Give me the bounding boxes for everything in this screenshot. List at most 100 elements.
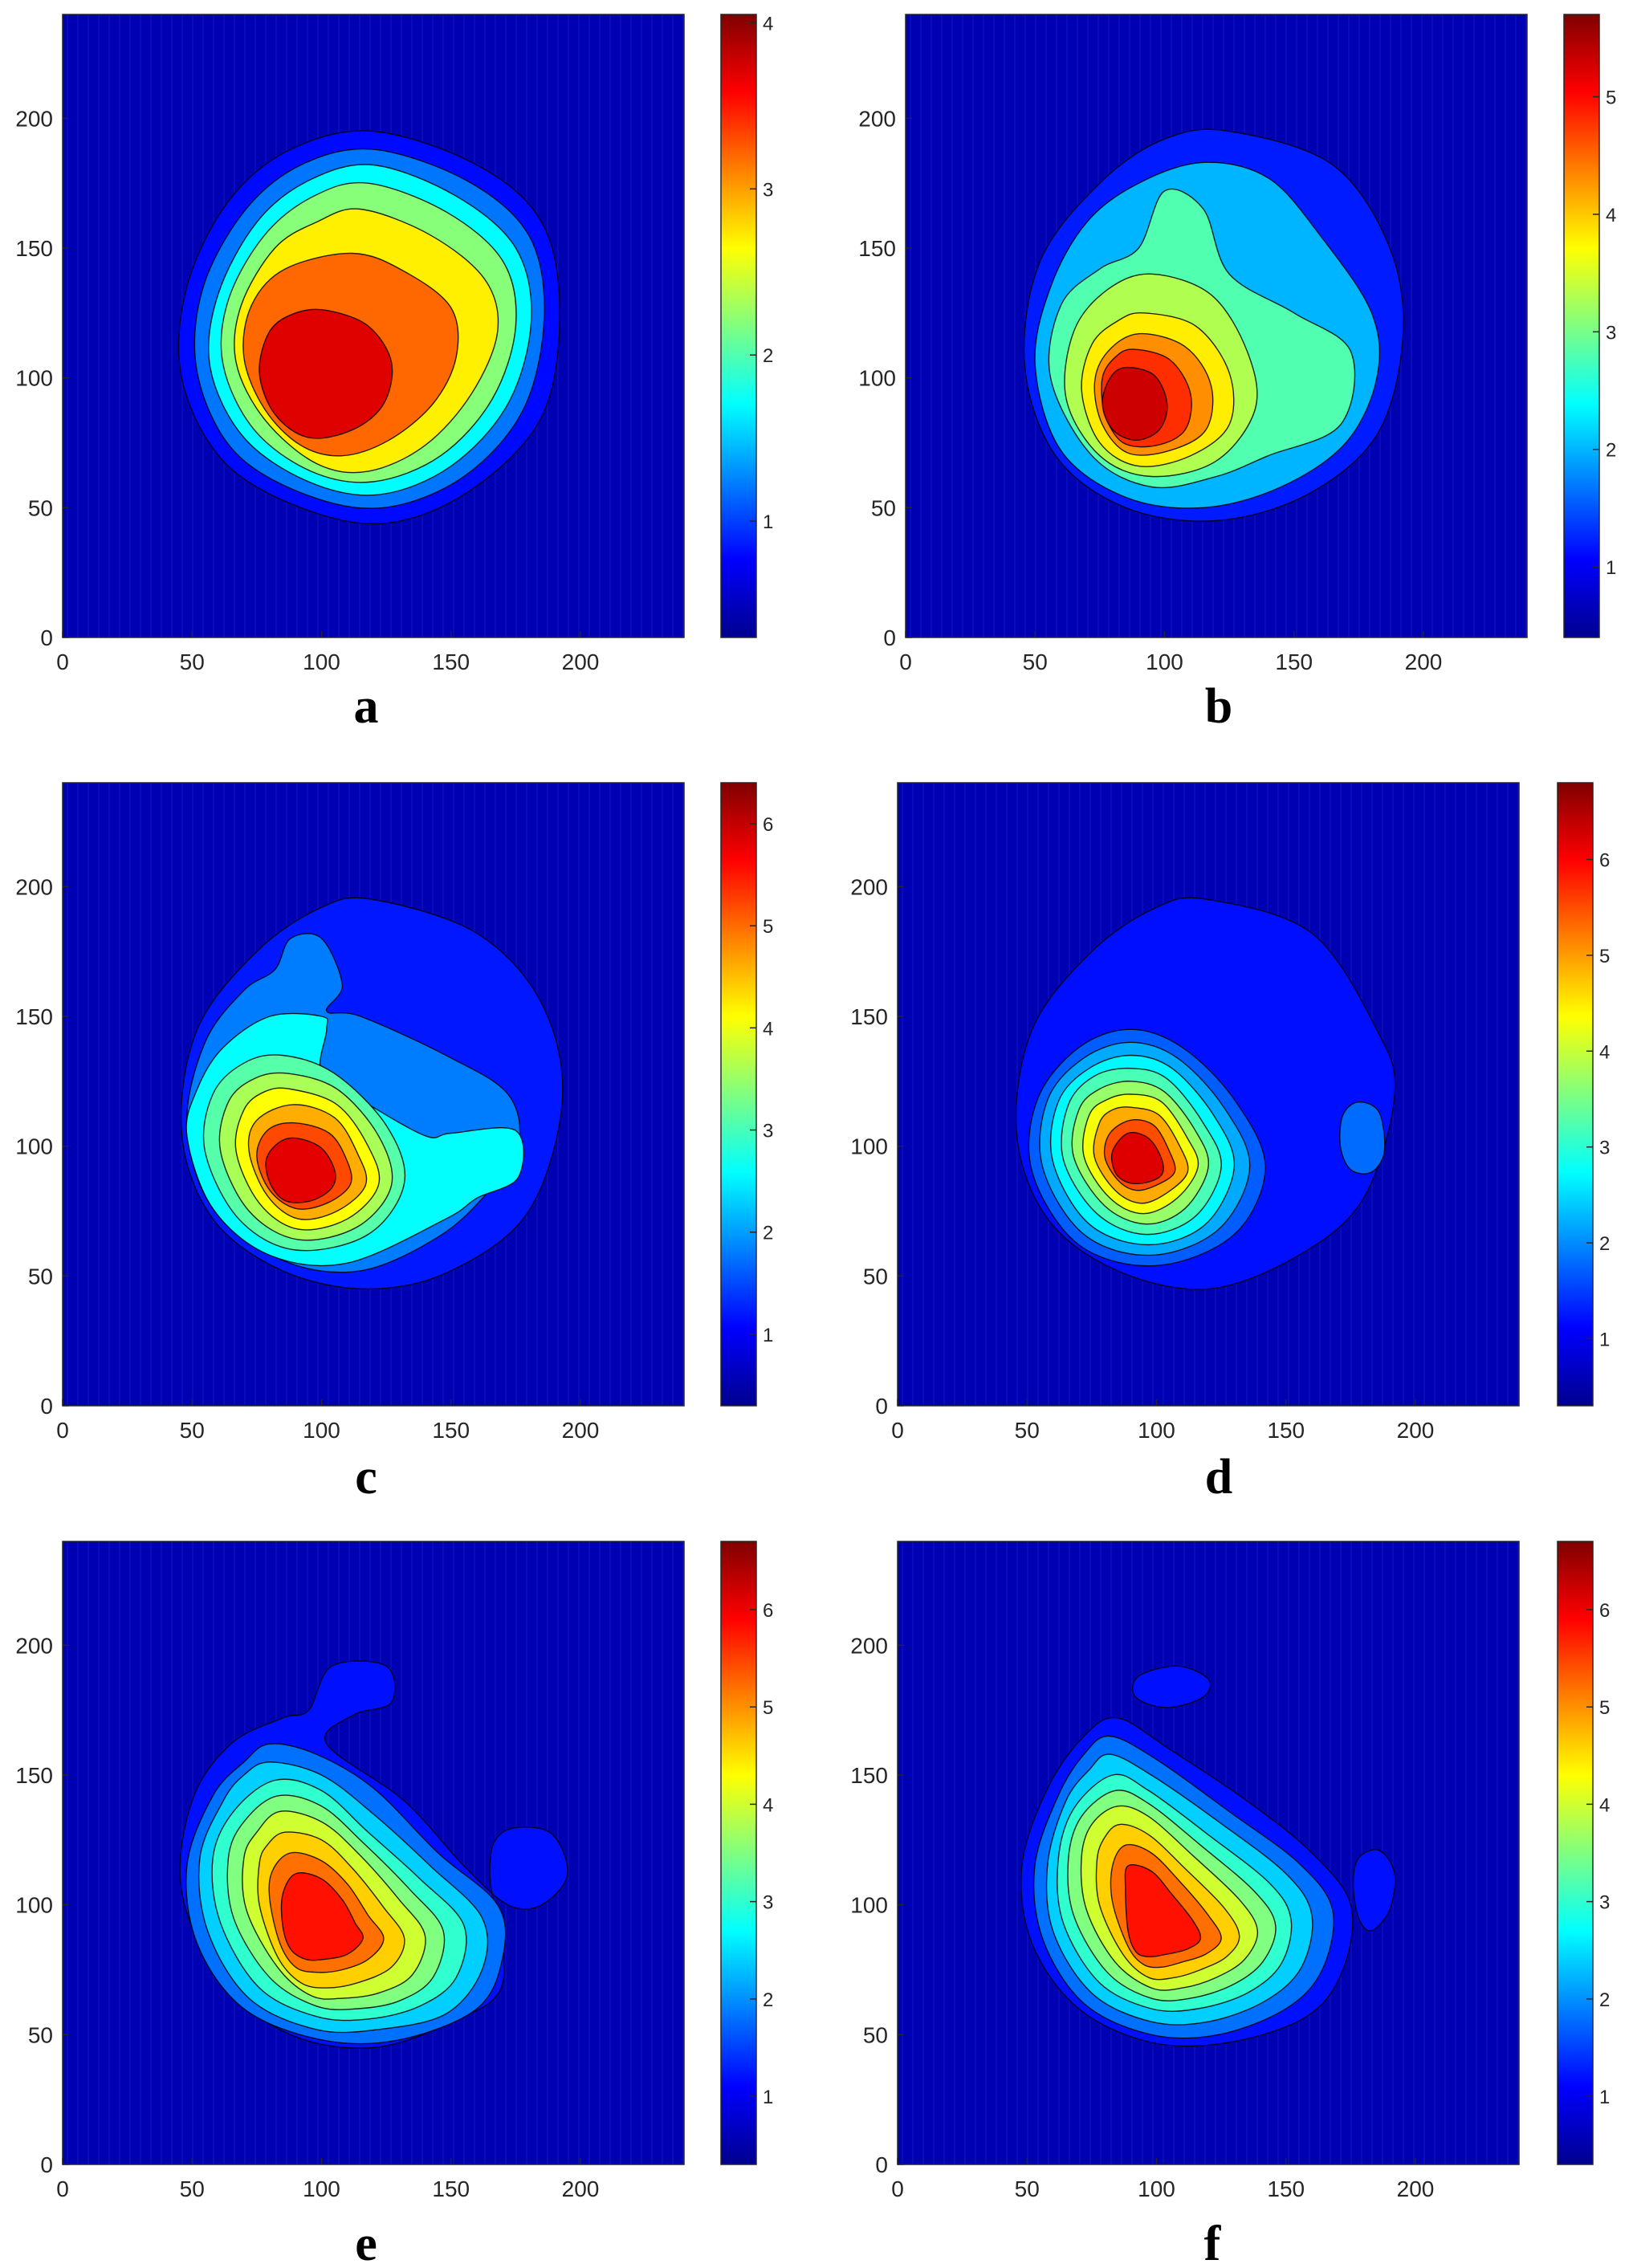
y-tick-label: 0 bbox=[40, 1394, 53, 1419]
colorbar-tick-label: 3 bbox=[763, 1121, 773, 1142]
colorbar bbox=[1557, 1541, 1594, 2165]
colorbar-tick-label: 4 bbox=[1599, 1041, 1610, 1063]
y-tick-label: 200 bbox=[15, 1633, 53, 1658]
y-tick-label: 200 bbox=[850, 1633, 888, 1658]
plot-area bbox=[63, 1541, 684, 2164]
panel-label: c bbox=[355, 1450, 377, 1505]
panel-c: 0 50 100 150 200 0 50 100 150 200 1 2 3 4 5 6 c bbox=[15, 782, 773, 1505]
x-tick-label: 0 bbox=[891, 2176, 904, 2201]
plot-area bbox=[898, 783, 1519, 1406]
colorbar-tick-label: 5 bbox=[1606, 87, 1616, 108]
y-tick-label: 150 bbox=[15, 1004, 53, 1029]
colorbar-tick-label: 1 bbox=[1599, 1329, 1610, 1350]
panel-label: d bbox=[1205, 1450, 1232, 1505]
x-tick-label: 200 bbox=[562, 2176, 600, 2201]
y-tick-label: 100 bbox=[858, 366, 896, 391]
y-tick-label: 200 bbox=[850, 874, 888, 899]
colorbar bbox=[1557, 782, 1594, 1407]
contour-level-1 bbox=[1132, 1665, 1212, 1708]
colorbar-tick-label: 1 bbox=[1606, 557, 1616, 579]
colorbar-tick-label: 3 bbox=[763, 1892, 773, 1914]
y-tick-label: 150 bbox=[850, 1763, 888, 1788]
x-tick-label: 200 bbox=[1397, 1418, 1435, 1443]
x-tick-label: 0 bbox=[891, 1418, 904, 1443]
colorbar-tick-label: 6 bbox=[763, 814, 773, 836]
x-tick-label: 150 bbox=[432, 649, 470, 674]
y-tick-label: 150 bbox=[850, 1004, 888, 1029]
x-tick-label: 0 bbox=[56, 2176, 69, 2201]
panel-f: 0 50 100 150 200 0 50 100 150 200 1 2 3 4 5 6 f bbox=[850, 1541, 1610, 2268]
x-tick-label: 150 bbox=[1275, 649, 1313, 674]
colorbar-tick-label: 3 bbox=[1599, 1138, 1610, 1159]
x-tick-label: 100 bbox=[303, 649, 340, 674]
colorbar-tick-label: 4 bbox=[763, 1018, 773, 1040]
y-tick-label: 0 bbox=[875, 1394, 888, 1419]
colorbar bbox=[1563, 14, 1600, 638]
y-tick-label: 0 bbox=[875, 2152, 888, 2177]
y-tick-label: 100 bbox=[15, 1134, 53, 1159]
y-tick-label: 50 bbox=[28, 2022, 53, 2047]
panel-d: 0 50 100 150 200 0 50 100 150 200 1 2 3 4 5 6 d bbox=[850, 782, 1610, 1505]
x-tick-label: 50 bbox=[180, 1418, 205, 1443]
x-tick-label: 0 bbox=[899, 649, 912, 674]
colorbar-tick-label: 6 bbox=[763, 1600, 773, 1622]
x-tick-label: 100 bbox=[1138, 2176, 1175, 2201]
colorbar-tick-label: 2 bbox=[1599, 1233, 1610, 1255]
colorbar bbox=[720, 14, 757, 638]
axes-frame bbox=[62, 14, 685, 638]
x-tick-label: 0 bbox=[56, 1418, 69, 1443]
axes-frame bbox=[897, 1541, 1520, 2165]
panel-e: 0 50 100 150 200 0 50 100 150 200 1 2 3 4 5 6 e bbox=[15, 1541, 773, 2268]
colorbar-tick-label: 4 bbox=[763, 13, 773, 35]
colorbar-tick-label: 2 bbox=[1606, 440, 1616, 462]
colorbar-tick-label: 5 bbox=[1599, 1697, 1610, 1719]
colorbar-tick-label: 4 bbox=[1599, 1794, 1610, 1816]
panel-a: 0 50 100 150 200 0 50 100 150 200 1 2 3 4 a bbox=[15, 13, 773, 734]
x-tick-label: 100 bbox=[303, 1418, 340, 1443]
colorbar bbox=[720, 782, 757, 1407]
plot-area bbox=[63, 14, 684, 637]
x-tick-label: 200 bbox=[1397, 2176, 1435, 2201]
panel-label: f bbox=[1204, 2217, 1222, 2268]
plot-area bbox=[906, 14, 1527, 637]
contour-level-2 bbox=[1352, 1849, 1396, 1932]
colorbar-tick-label: 3 bbox=[1606, 322, 1616, 344]
colorbar-tick-label: 1 bbox=[1599, 2087, 1610, 2108]
x-tick-label: 200 bbox=[1405, 649, 1443, 674]
panel-label: b bbox=[1205, 679, 1232, 734]
colorbar-tick-label: 1 bbox=[763, 511, 773, 533]
colorbar-tick-label: 2 bbox=[1599, 1989, 1610, 2011]
x-tick-label: 100 bbox=[1138, 1418, 1175, 1443]
y-tick-label: 50 bbox=[871, 495, 896, 520]
colorbar-tick-label: 6 bbox=[1599, 1600, 1610, 1622]
x-tick-label: 100 bbox=[1146, 649, 1183, 674]
x-tick-label: 150 bbox=[432, 1418, 470, 1443]
x-tick-label: 150 bbox=[432, 2176, 470, 2201]
y-tick-label: 50 bbox=[863, 1264, 888, 1289]
y-tick-label: 100 bbox=[850, 1134, 888, 1159]
colorbar-tick-label: 3 bbox=[763, 179, 773, 201]
plot-area bbox=[898, 1541, 1519, 2164]
plot-area bbox=[63, 783, 684, 1406]
x-tick-label: 50 bbox=[1023, 649, 1048, 674]
y-tick-label: 0 bbox=[40, 2152, 53, 2177]
x-tick-label: 50 bbox=[1015, 1418, 1040, 1443]
panel-label: a bbox=[354, 679, 379, 734]
texture-lines bbox=[67, 14, 684, 637]
contour-level-6 bbox=[259, 308, 393, 439]
x-tick-label: 150 bbox=[1267, 2176, 1305, 2201]
x-tick-label: 50 bbox=[1015, 2176, 1040, 2201]
contour-level-7 bbox=[1102, 366, 1168, 442]
contour-level-8 bbox=[265, 1137, 336, 1203]
y-tick-label: 100 bbox=[850, 1893, 888, 1918]
colorbar-tick-label: 2 bbox=[763, 1989, 773, 2011]
contour-level-12 bbox=[1110, 1131, 1164, 1185]
x-tick-label: 50 bbox=[180, 2176, 205, 2201]
colorbar-tick-label: 5 bbox=[763, 1697, 773, 1719]
y-tick-label: 50 bbox=[863, 2022, 888, 2047]
colorbar-tick-label: 1 bbox=[763, 1325, 773, 1346]
colorbar-tick-label: 1 bbox=[763, 2087, 773, 2108]
colorbar-tick-label: 3 bbox=[1599, 1892, 1610, 1914]
contour-level-4 bbox=[1339, 1101, 1386, 1175]
